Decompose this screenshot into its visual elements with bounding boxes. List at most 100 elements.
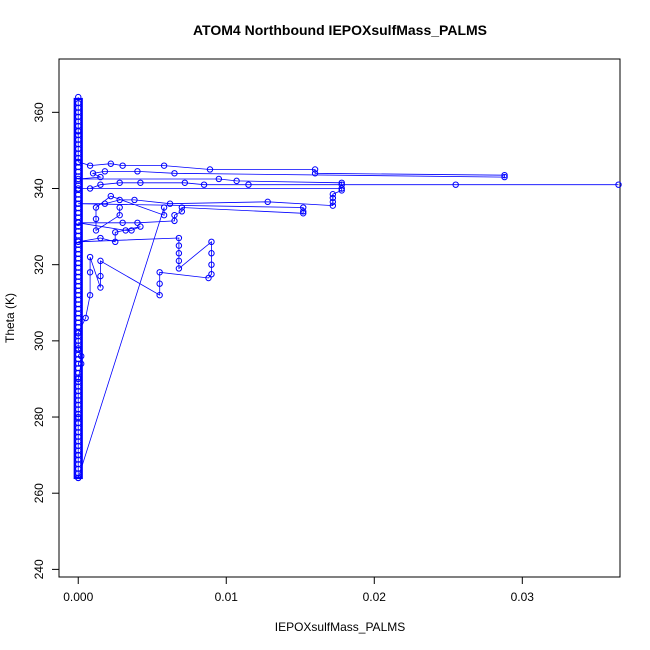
data-point bbox=[501, 173, 508, 181]
data-point bbox=[175, 234, 183, 242]
plot-area bbox=[73, 93, 622, 482]
data-point bbox=[92, 215, 100, 223]
data-point bbox=[206, 166, 214, 173]
data-point bbox=[245, 181, 252, 188]
data-point bbox=[112, 238, 119, 246]
data-point bbox=[181, 179, 189, 186]
data-point bbox=[75, 232, 82, 239]
data-point bbox=[97, 173, 104, 181]
data-point bbox=[233, 177, 240, 185]
data-point bbox=[75, 255, 82, 262]
data-point bbox=[82, 314, 89, 322]
data-point bbox=[78, 352, 85, 360]
data-point bbox=[338, 185, 345, 192]
data-point bbox=[107, 160, 115, 167]
y-tick-label: 240 bbox=[32, 559, 46, 579]
data-point bbox=[75, 241, 82, 248]
data-point bbox=[75, 301, 82, 308]
data-point bbox=[75, 205, 82, 212]
data-point bbox=[116, 196, 123, 204]
y-tick-label: 260 bbox=[32, 483, 46, 503]
data-point bbox=[175, 250, 183, 257]
data-point bbox=[75, 296, 82, 303]
data-point bbox=[75, 292, 82, 299]
x-tick-label: 0.03 bbox=[511, 590, 535, 604]
data-point bbox=[75, 260, 82, 267]
data-point bbox=[86, 269, 94, 276]
data-point bbox=[156, 291, 163, 299]
series-line bbox=[77, 97, 619, 479]
data-point bbox=[92, 204, 100, 211]
x-axis-label: IEPOXsulfMass_PALMS bbox=[275, 620, 406, 634]
data-point bbox=[75, 238, 82, 246]
data-point bbox=[200, 181, 208, 188]
data-point bbox=[75, 375, 82, 383]
data-point bbox=[116, 179, 123, 186]
data-point bbox=[86, 162, 94, 169]
data-point bbox=[311, 166, 319, 173]
data-point bbox=[178, 208, 186, 215]
data-point bbox=[75, 196, 82, 203]
data-point bbox=[329, 191, 337, 198]
data-point bbox=[75, 182, 82, 189]
data-point bbox=[175, 242, 183, 249]
data-point bbox=[75, 93, 82, 101]
data-point bbox=[75, 269, 82, 276]
data-point bbox=[97, 272, 104, 280]
data-point bbox=[75, 273, 82, 280]
data-point bbox=[178, 204, 186, 211]
data-point bbox=[171, 217, 178, 225]
data-point bbox=[131, 196, 138, 204]
data-point bbox=[300, 210, 307, 217]
data-point bbox=[86, 253, 94, 261]
data-point bbox=[615, 181, 622, 188]
data-point bbox=[75, 223, 82, 230]
data-point bbox=[338, 187, 345, 194]
data-point bbox=[89, 170, 97, 177]
data-point bbox=[116, 204, 123, 211]
x-axis: 0.000 0.01 0.02 0.03 bbox=[63, 576, 535, 604]
data-point bbox=[75, 185, 82, 192]
data-point bbox=[208, 238, 215, 246]
data-point bbox=[452, 181, 459, 188]
data-point bbox=[78, 360, 85, 367]
data-point bbox=[86, 291, 94, 299]
data-point bbox=[101, 168, 109, 175]
data-point bbox=[122, 227, 129, 234]
y-tick-label: 300 bbox=[32, 331, 46, 351]
data-point bbox=[75, 413, 82, 421]
data-point bbox=[134, 168, 141, 175]
data-point bbox=[329, 194, 337, 202]
data-point bbox=[75, 168, 82, 175]
data-point bbox=[75, 177, 82, 184]
data-point bbox=[75, 474, 82, 482]
data-point bbox=[86, 185, 94, 192]
data-point bbox=[75, 246, 82, 253]
data-point bbox=[160, 204, 168, 211]
x-tick-label: 0.01 bbox=[215, 590, 239, 604]
y-axis: 240 260 280 300 320 340 360 bbox=[32, 102, 60, 579]
data-point bbox=[128, 227, 135, 234]
data-point bbox=[205, 274, 212, 282]
data-point bbox=[175, 265, 183, 272]
data-point bbox=[300, 208, 307, 215]
data-point bbox=[75, 365, 82, 372]
data-point bbox=[75, 282, 82, 290]
data-point bbox=[101, 200, 109, 207]
data-point bbox=[75, 305, 82, 312]
data-point bbox=[264, 198, 271, 206]
data-point bbox=[97, 181, 104, 188]
data-point bbox=[137, 223, 144, 230]
data-point bbox=[166, 200, 174, 207]
data-point bbox=[75, 175, 82, 183]
data-point bbox=[75, 278, 82, 285]
data-point bbox=[175, 257, 183, 265]
data-point bbox=[116, 211, 123, 219]
data-point bbox=[75, 330, 82, 337]
data-point bbox=[75, 369, 82, 376]
data-point bbox=[156, 269, 163, 276]
data-point bbox=[329, 198, 337, 206]
data-point bbox=[156, 280, 163, 287]
